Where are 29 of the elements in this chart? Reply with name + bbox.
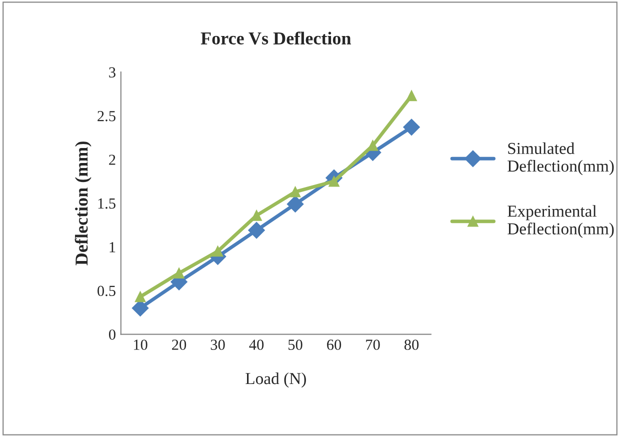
chart-title: Force Vs Deflection: [200, 32, 352, 45]
y-tick-label: 2.5: [98, 110, 116, 122]
y-tick-label: 1.5: [98, 198, 116, 209]
point: [248, 222, 265, 239]
x-tick-label: 60: [327, 340, 342, 350]
y-tick-label: 1: [110, 242, 116, 252]
point: [174, 268, 184, 279]
x-tick-label: 70: [366, 340, 380, 350]
point: [134, 291, 146, 302]
point: [290, 186, 301, 198]
legend-label: Simulated Deflection(mm): [508, 142, 614, 176]
y-tick-label: 2: [109, 154, 116, 165]
y-axis-title: Deflection (mm): [74, 142, 92, 266]
x-axis-title: Load (N): [246, 372, 306, 388]
x-tick-label: 80: [404, 340, 419, 350]
x-tick-label: 40: [249, 340, 264, 350]
x-tick-label: 30: [210, 340, 225, 350]
point: [251, 210, 262, 221]
y-tick-label: 0.5: [98, 286, 116, 296]
y-tick-label: 3: [109, 67, 116, 78]
x-tick-label: 10: [134, 340, 148, 350]
x-tick-label: 20: [172, 340, 186, 350]
point: [286, 196, 304, 212]
legend-label: Experimental Deflection(mm): [508, 205, 614, 238]
point: [406, 90, 417, 102]
y-tick-label: 0: [108, 329, 116, 340]
x-tick-label: 50: [288, 340, 302, 350]
point: [403, 118, 420, 136]
point: [212, 246, 224, 257]
